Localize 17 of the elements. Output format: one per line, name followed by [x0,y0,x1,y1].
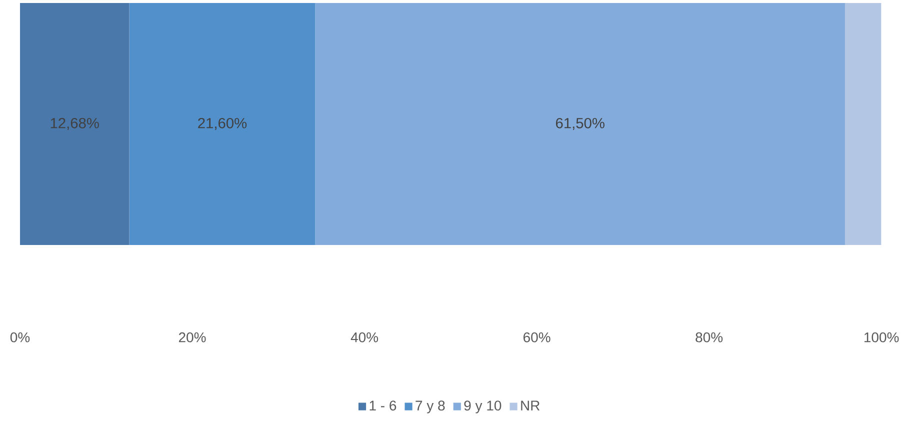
legend-label: 7 y 8 [416,400,445,414]
legend-label: NR [521,400,540,410]
legend-label: 1 - 6 [370,400,396,411]
bar [315,2,845,245]
data-label: 61,50% [556,118,604,130]
bar [844,2,882,245]
x-tick-label: 60% [524,332,550,342]
legend-label: 9 y 10 [464,400,502,414]
x-tick-label: 80% [696,332,723,342]
x-tick-label: 100% [864,332,899,342]
x-tick-label: 20% [178,332,206,342]
bar [20,2,130,245]
data-label: 12,68% [50,118,99,130]
x-tick-label: 0% [10,332,30,342]
data-label: 21,60% [198,118,247,130]
bar [129,2,316,245]
x-tick-label: 40% [350,332,378,342]
